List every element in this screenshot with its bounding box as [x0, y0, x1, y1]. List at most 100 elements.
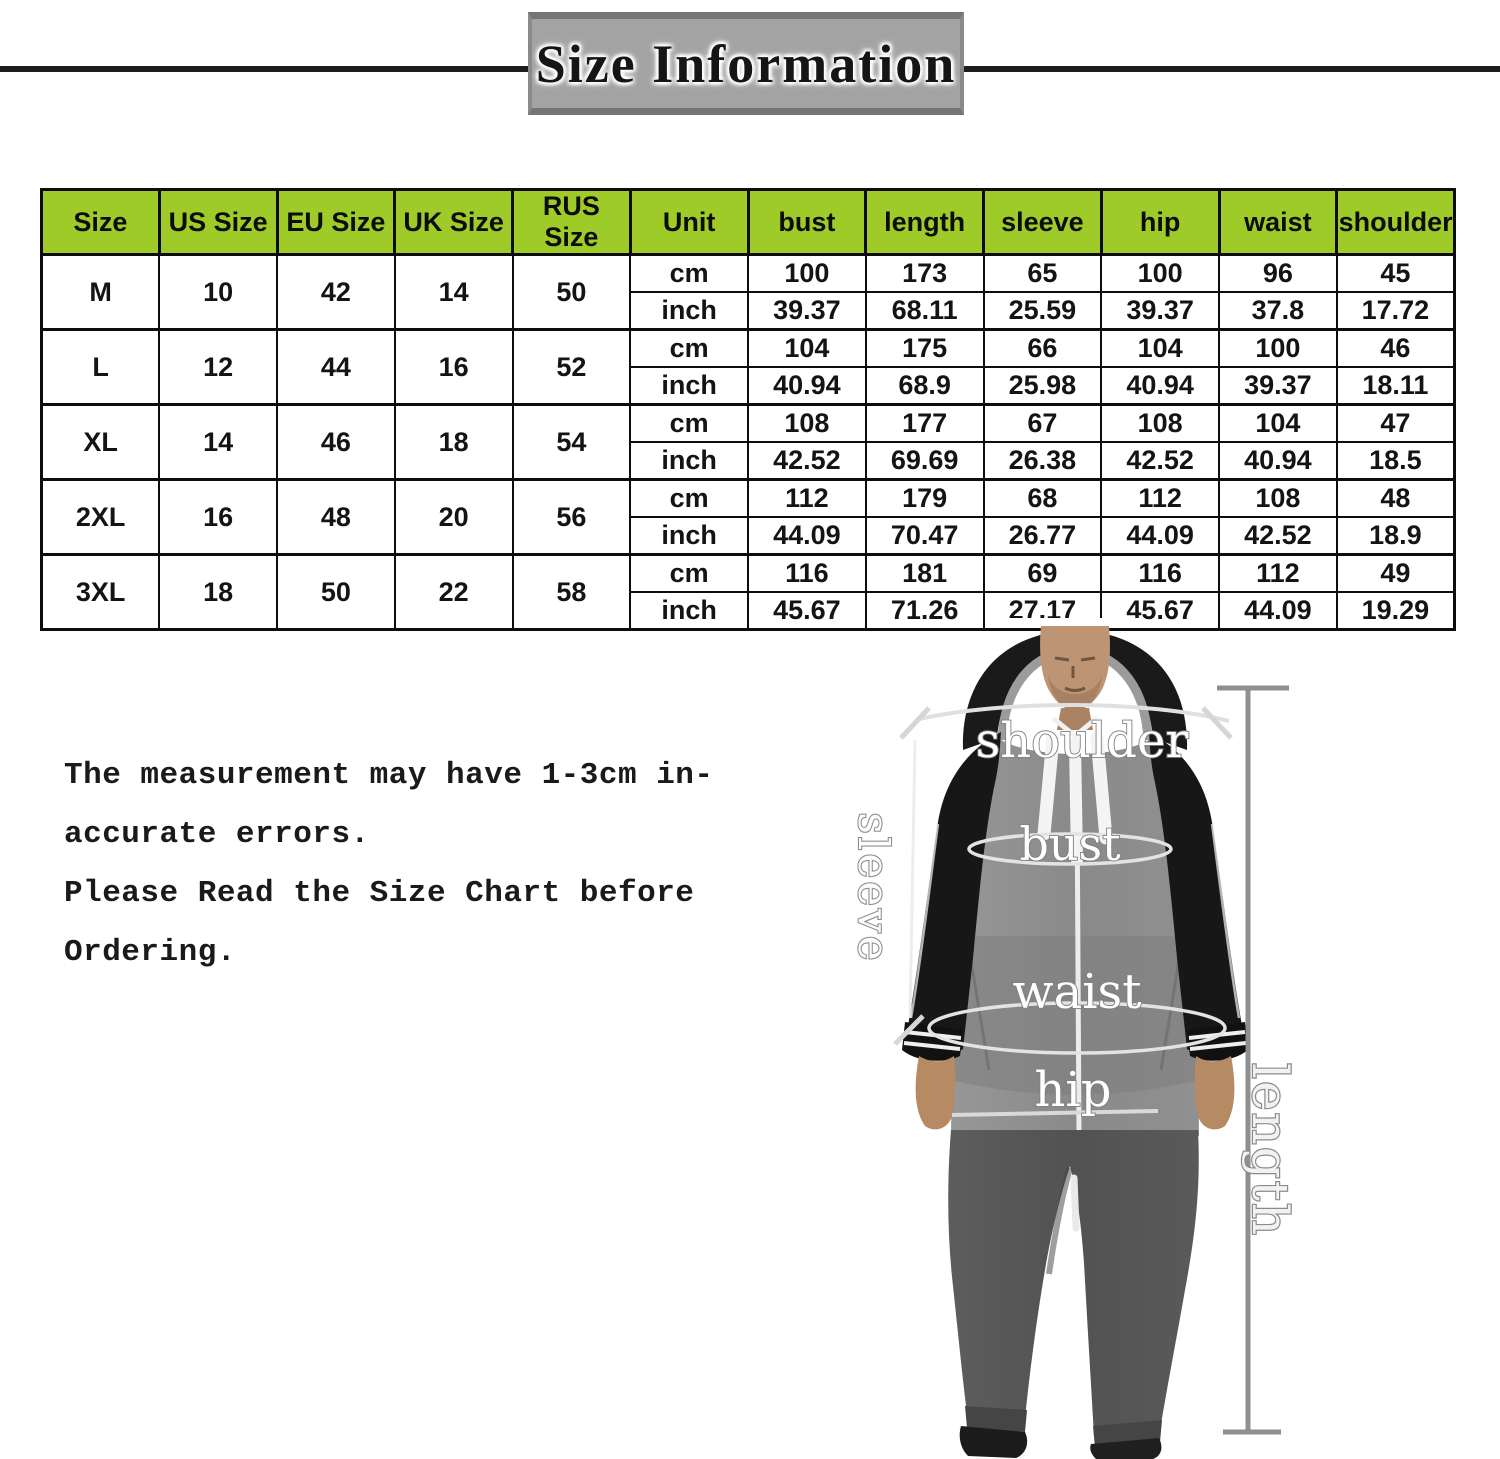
- hip-measure-line: [951, 1109, 1159, 1117]
- hip-label: hip: [1035, 1062, 1112, 1118]
- uk-size-cell: 18: [393, 403, 514, 481]
- jogger-pants: [948, 1130, 1199, 1436]
- rus-size-cell: 54: [511, 403, 632, 481]
- unit-inch-cell: inch: [629, 516, 749, 556]
- unit-cm-cell: cm: [629, 403, 749, 443]
- header-sleeve: sleeve: [982, 188, 1103, 256]
- unit-inch-cell: inch: [629, 441, 749, 481]
- size-table-header: Size US Size EU Size UK Size RUS Size Un…: [40, 188, 1456, 256]
- measurement-cm-cell: 108: [1100, 403, 1220, 443]
- left-hand: [915, 1056, 956, 1130]
- size-cell: 2XL: [40, 478, 161, 556]
- us-size-cell: 10: [158, 253, 278, 331]
- rus-size-cell: 58: [511, 553, 632, 631]
- us-size-cell: 12: [158, 328, 278, 406]
- size-table-body: M 10 42 14 50 cm 100 173 65 100 96 45 inch 39.37 68.11…: [40, 253, 1456, 631]
- header-uk-size: UK Size: [393, 188, 514, 256]
- photo-crop-edge: [1005, 618, 1145, 626]
- title-banner: Size Information: [528, 12, 964, 115]
- measurement-inch-cell: 37.8: [1218, 291, 1338, 331]
- unit-cm-cell: cm: [629, 328, 749, 368]
- measurement-cm-cell: 175: [864, 328, 985, 368]
- us-size-cell: 14: [158, 403, 278, 481]
- length-measure-line: [1217, 685, 1289, 1435]
- measurement-inch-cell: 42.52: [747, 441, 867, 481]
- shoulder-tick-right: [1201, 706, 1233, 740]
- measurement-cm-cell: 67: [982, 403, 1103, 443]
- size-table: Size US Size EU Size UK Size RUS Size Un…: [40, 188, 1456, 631]
- uk-size-cell: 20: [393, 478, 514, 556]
- measurement-inch-cell: 25.98: [982, 366, 1103, 406]
- right-shoe: [1090, 1438, 1162, 1459]
- drawstring-center: [1069, 738, 1083, 866]
- measurement-cm-cell: 45: [1335, 253, 1456, 293]
- left-sleeve: [905, 732, 1001, 1055]
- measurement-cm-cell: 104: [1100, 328, 1220, 368]
- measurement-inch-cell: 71.26: [864, 591, 985, 631]
- sleeve-measure-line: [908, 739, 917, 1019]
- unit-inch-cell: inch: [629, 591, 749, 631]
- measurement-cm-cell: 173: [864, 253, 985, 293]
- measurement-cm-cell: 46: [1335, 328, 1456, 368]
- size-row-inch: inch 44.09 70.47 26.77 44.09 42.52 18.9: [42, 516, 1456, 556]
- sleeve-label: sleeve: [855, 812, 898, 963]
- us-size-cell: 16: [158, 478, 278, 556]
- eu-size-cell: 50: [276, 553, 396, 631]
- size-row-inch: inch 45.67 71.26 27.17 45.67 44.09 19.29: [42, 591, 1456, 631]
- measurement-cm-cell: 49: [1335, 553, 1456, 593]
- measurement-inch-cell: 25.59: [982, 291, 1103, 331]
- header-shoulder: shoulder: [1335, 188, 1456, 256]
- eu-size-cell: 44: [276, 328, 396, 406]
- measurement-cm-cell: 116: [1100, 553, 1220, 593]
- unit-cm-cell: cm: [629, 553, 749, 593]
- measurement-inch-cell: 18.11: [1335, 366, 1456, 406]
- measurement-cm-cell: 116: [747, 553, 867, 593]
- measurement-cm-cell: 65: [982, 253, 1103, 293]
- measurement-inch-cell: 26.77: [982, 516, 1103, 556]
- measurement-cm-cell: 68: [982, 478, 1103, 518]
- left-ankle-cuff: [965, 1406, 1027, 1432]
- measurement-cm-cell: 66: [982, 328, 1103, 368]
- unit-inch-cell: inch: [629, 366, 749, 406]
- measurement-cm-cell: 100: [1218, 328, 1338, 368]
- right-hand: [1194, 1056, 1235, 1130]
- unit-inch-cell: inch: [629, 291, 749, 331]
- measurement-inch-cell: 68.11: [864, 291, 985, 331]
- rus-size-cell: 50: [511, 253, 632, 331]
- hood: [962, 630, 1188, 750]
- waist-measure-ellipse: [927, 1001, 1227, 1055]
- size-cell: 3XL: [40, 553, 161, 631]
- header-unit: Unit: [628, 188, 750, 256]
- face: [1040, 626, 1110, 711]
- sleeve-tick-bottom: [893, 1014, 925, 1046]
- us-size-cell: 18: [158, 553, 278, 631]
- measurement-cm-cell: 177: [864, 403, 985, 443]
- size-cell: L: [40, 328, 161, 406]
- measurement-cm-cell: 112: [1218, 553, 1338, 593]
- measurement-cm-cell: 181: [864, 553, 985, 593]
- measurement-inch-cell: 44.09: [747, 516, 867, 556]
- eu-size-cell: 46: [276, 403, 396, 481]
- shoulder-measure-line: [918, 703, 1230, 723]
- header-us-size: US Size: [157, 188, 279, 256]
- measurement-inch-cell: 18.5: [1335, 441, 1456, 481]
- measurement-inch-cell: 42.52: [1218, 516, 1338, 556]
- measurement-inch-cell: 40.94: [1100, 366, 1220, 406]
- measurement-cm-cell: 47: [1335, 403, 1456, 443]
- measurement-cm-cell: 100: [1100, 253, 1220, 293]
- note-line: Ordering.: [64, 935, 236, 970]
- size-row-cm: 3XL 18 50 22 58 cm 116 181 69 116 112 49: [40, 553, 1456, 631]
- header-hip: hip: [1099, 188, 1221, 256]
- measurement-cm-cell: 104: [1218, 403, 1338, 443]
- size-row-inch: inch 39.37 68.11 25.59 39.37 37.8 17.72: [42, 291, 1456, 331]
- measurement-inch-cell: 39.37: [1100, 291, 1220, 331]
- measurement-cm-cell: 179: [864, 478, 985, 518]
- size-cell: M: [40, 253, 161, 331]
- sleeve-piping: [909, 823, 1241, 1019]
- measurement-inch-cell: 45.67: [747, 591, 867, 631]
- shoulder-tick-left: [899, 706, 931, 740]
- measurement-inch-cell: 44.09: [1218, 591, 1338, 631]
- kangaroo-pocket: [951, 936, 1199, 1095]
- rus-size-cell: 52: [511, 328, 632, 406]
